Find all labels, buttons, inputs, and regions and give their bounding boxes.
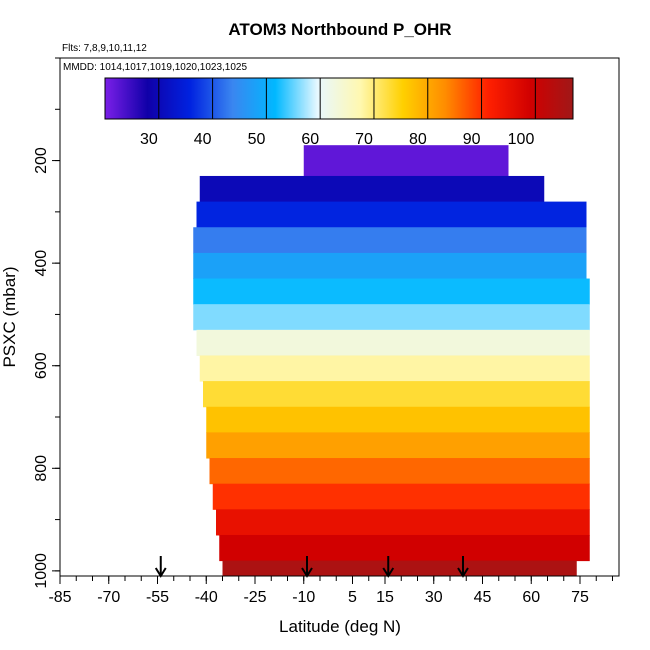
y-tick-label: 800 [33, 455, 50, 482]
down-arrow-marker [154, 556, 167, 578]
x-tick-label: -85 [48, 589, 71, 606]
colorbar-tick-label: 60 [301, 131, 319, 148]
x-tick-label: 75 [571, 589, 589, 606]
x-tick-label: 60 [522, 589, 540, 606]
chart-title: ATOM3 Northbound P_OHR [228, 20, 451, 39]
colorbar-tick-label: 50 [248, 131, 266, 148]
x-axis-label: Latitude (deg N) [279, 617, 401, 636]
x-tick-label: 30 [425, 589, 443, 606]
heatmap-band [303, 145, 509, 177]
colorbar-fill [105, 78, 573, 119]
heatmap-band [212, 483, 590, 510]
colorbar-tick-labels: 30 40 50 60 70 80 90 100 [140, 131, 534, 148]
x-axis: -85 -70 -55 -40 -25 -10 5 15 30 45 60 75 [48, 576, 613, 606]
x-tick-label: -70 [97, 589, 120, 606]
heatmap-band [206, 406, 590, 433]
colorbar: 30 40 50 60 70 80 90 100 [104, 77, 574, 148]
heatmap-band [203, 381, 590, 408]
y-tick-label: 600 [33, 352, 50, 379]
x-tick-label: 15 [376, 589, 394, 606]
heatmap-band [219, 534, 590, 562]
y-tick-label: 400 [33, 250, 50, 277]
heatmap-band [209, 458, 590, 485]
colorbar-tick-label: 80 [409, 131, 427, 148]
heatmap-band [199, 355, 590, 382]
colorbar-tick-label: 70 [355, 131, 373, 148]
x-tick-label: 5 [348, 589, 357, 606]
x-tick-label: 45 [474, 589, 492, 606]
flights-label: Flts: 7,8,9,10,11,12 [62, 43, 147, 54]
y-axis-label: PSXC (mbar) [0, 266, 19, 367]
y-tick-label: 1000 [33, 553, 50, 589]
heatmap-band [196, 201, 587, 228]
heatmap-band [193, 227, 587, 254]
heatmap-band [193, 304, 590, 331]
colorbar-border [104, 77, 574, 120]
heatmap-band [216, 509, 590, 536]
heatmap-band [199, 175, 545, 203]
x-tick-label: -40 [195, 589, 218, 606]
y-axis: 200 400 600 800 1000 [33, 57, 60, 589]
heatmap-band [206, 432, 590, 459]
heatmap-band [196, 329, 590, 356]
heatmap-band [222, 560, 577, 577]
heatmap-band [193, 278, 590, 305]
colorbar-dividers [158, 78, 536, 119]
y-tick-label: 200 [33, 147, 50, 174]
x-tick-label: -55 [146, 589, 169, 606]
x-tick-label: -25 [243, 589, 266, 606]
heatmap-band [193, 252, 587, 280]
x-tick-label: -10 [292, 589, 315, 606]
colorbar-tick-label: 100 [508, 131, 535, 148]
colorbar-tick-label: 30 [140, 131, 158, 148]
colorbar-tick-label: 40 [194, 131, 212, 148]
plot-frame [59, 57, 620, 577]
heatmap-bands [193, 145, 590, 577]
colorbar-tick-label: 90 [463, 131, 481, 148]
dates-label: MMDD: 1014,1017,1019,1020,1023,1025 [63, 62, 247, 73]
